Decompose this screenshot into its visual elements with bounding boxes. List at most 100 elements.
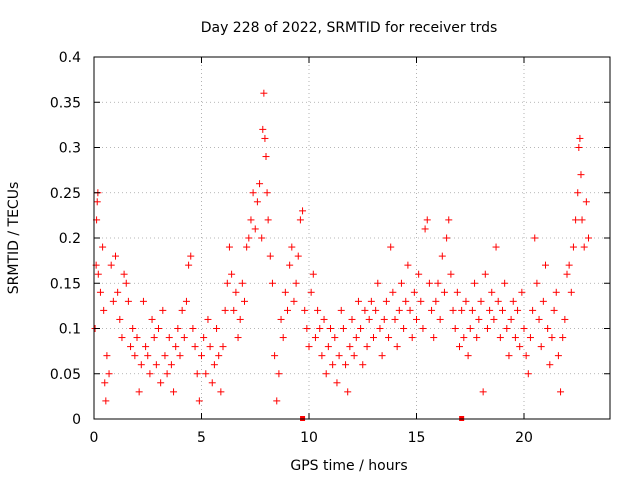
data-point [574, 189, 582, 197]
data-point [582, 198, 590, 206]
data-point [569, 243, 577, 251]
data-point [492, 243, 500, 251]
y-tick-label: 0.25 [50, 186, 81, 202]
data-point [129, 325, 137, 332]
data-point [148, 315, 156, 323]
data-point [185, 261, 193, 269]
data-point [354, 297, 362, 305]
data-point [378, 352, 386, 360]
data-point [425, 279, 433, 287]
data-point [342, 361, 350, 369]
data-point [198, 352, 205, 360]
data-point [314, 306, 322, 314]
data-point [309, 270, 317, 278]
data-point [241, 297, 248, 305]
data-point [225, 243, 233, 251]
data-point [152, 361, 160, 369]
data-point [404, 261, 412, 269]
data-point [391, 315, 399, 323]
data-point [219, 343, 227, 351]
data-point [135, 388, 143, 396]
data-point [318, 352, 326, 360]
data-point [438, 252, 446, 260]
data-point [575, 144, 583, 151]
data-point [475, 315, 483, 323]
data-point [277, 315, 285, 323]
data-point [430, 334, 438, 342]
data-point [535, 315, 543, 323]
data-point [139, 297, 147, 305]
data-point [488, 288, 496, 296]
data-point [576, 134, 584, 142]
data-point [376, 325, 384, 332]
data-point [249, 189, 257, 197]
data-point [348, 315, 356, 323]
data-point [516, 343, 524, 351]
data-point [305, 343, 313, 351]
data-point [191, 343, 199, 351]
data-point [567, 288, 575, 296]
data-point [262, 153, 270, 161]
data-point [494, 297, 502, 305]
data-point [531, 234, 539, 242]
data-point [350, 352, 358, 360]
data-point [413, 315, 420, 323]
data-point [449, 306, 457, 314]
data-point [453, 288, 461, 296]
y-tick-label: 0.1 [59, 322, 81, 338]
data-point [247, 216, 255, 224]
data-point [400, 325, 408, 332]
data-point [236, 315, 244, 323]
data-point [518, 288, 526, 296]
data-point [346, 343, 354, 351]
data-point [294, 252, 302, 260]
data-point [554, 352, 562, 360]
data-point [258, 234, 266, 242]
data-point [307, 288, 315, 296]
data-point [445, 216, 453, 224]
data-point [559, 334, 567, 342]
data-point [486, 306, 494, 314]
data-point [421, 225, 429, 233]
data-point [393, 343, 401, 351]
data-point [440, 288, 448, 296]
data-point [436, 315, 444, 323]
data-point [163, 370, 171, 378]
data-point [155, 325, 162, 332]
data-point [417, 297, 425, 305]
data-point [561, 315, 569, 323]
data-point [499, 306, 506, 314]
x-tick-label: 10 [300, 430, 318, 446]
data-point [200, 334, 208, 342]
data-point [580, 243, 588, 251]
x-tick-label: 15 [408, 430, 426, 446]
data-point [120, 270, 128, 278]
data-point [221, 306, 229, 314]
data-point [344, 388, 352, 396]
y-tick-label: 0.15 [50, 276, 81, 292]
data-point [402, 297, 410, 305]
data-point [259, 125, 267, 133]
data-point [419, 325, 427, 332]
x-tick-label: 5 [197, 430, 206, 446]
data-point [161, 352, 169, 360]
data-point [434, 279, 442, 287]
data-point [206, 343, 214, 351]
data-point [357, 325, 365, 332]
x-axis-label: GPS time / hours [290, 458, 407, 474]
data-point [101, 379, 109, 387]
data-point [286, 261, 294, 269]
data-point [193, 370, 201, 378]
data-point [256, 180, 264, 188]
data-point [228, 270, 236, 278]
y-tick-label: 0.2 [59, 231, 81, 247]
data-point [565, 261, 573, 269]
data-point [385, 334, 393, 342]
data-point [159, 306, 167, 314]
data-point [397, 279, 405, 287]
data-point [548, 334, 556, 342]
data-point [281, 288, 289, 296]
data-point [223, 279, 231, 287]
